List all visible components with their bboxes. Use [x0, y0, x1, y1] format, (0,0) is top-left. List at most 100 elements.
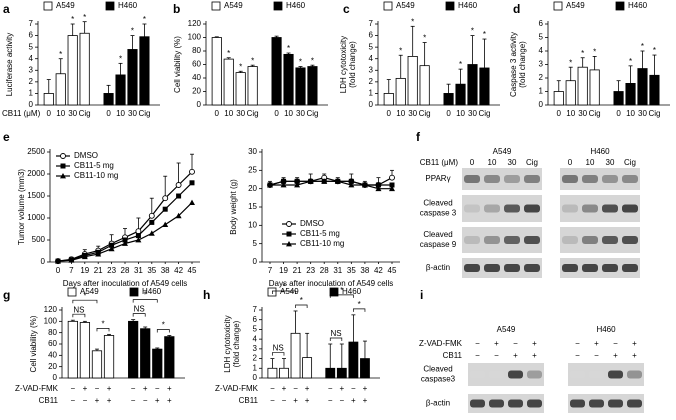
condition-sign: + [632, 339, 637, 348]
x-tick-label: 45 [388, 266, 397, 275]
y-tick-label: 4 [253, 334, 258, 343]
legend-marker [286, 231, 292, 237]
bar [383, 93, 394, 106]
bar [325, 367, 336, 379]
condition-sign: + [513, 351, 518, 360]
band [562, 236, 578, 244]
band [582, 204, 598, 213]
x-tick-label: Cig [79, 109, 91, 118]
panel-letter: d [513, 2, 520, 16]
marker [375, 182, 381, 188]
y-tick-label: 5 [253, 325, 258, 334]
y-tick-label: 2 [369, 77, 374, 86]
x-tick-label: 30 [408, 109, 417, 118]
legend-label: A549 [224, 1, 243, 10]
band [622, 264, 638, 272]
bar [139, 36, 150, 106]
x-tick-label: 0 [106, 109, 111, 118]
y-axis-label: Tumor volume (mm3) [17, 169, 26, 245]
y-tick-label: 1 [539, 87, 544, 96]
x-tick-label: 30 [296, 109, 305, 118]
y-axis-label: LDH cytotoxicity [223, 315, 232, 372]
legend-swatch [615, 1, 625, 11]
marker [176, 193, 182, 199]
x-tick-label: 21 [94, 266, 103, 275]
condition-sign: − [71, 384, 76, 393]
band [504, 236, 520, 244]
band [470, 399, 485, 408]
x-tick-label: 35 [347, 266, 356, 275]
condition-sign: + [613, 351, 618, 360]
bar [115, 74, 126, 106]
marker [189, 199, 195, 205]
y-axis-label: Caspase 3 activity [509, 32, 518, 97]
comparison-bracket [96, 328, 110, 332]
comparison-bracket [132, 313, 146, 317]
y-axis-label: (fold change) [348, 41, 357, 88]
legend-marker [60, 163, 66, 169]
legend-marker [60, 173, 66, 179]
group-label: H460 [596, 325, 616, 334]
significance-mark: * [399, 46, 402, 55]
band [484, 204, 500, 213]
legend-swatch [129, 287, 139, 297]
band [484, 236, 500, 244]
band [504, 204, 520, 213]
bar [152, 348, 163, 379]
band [570, 370, 585, 379]
y-tick-label: 5 [253, 239, 258, 248]
y-tick-label: 2000 [27, 169, 45, 178]
condition-sign: + [282, 384, 287, 393]
significance-mark: * [423, 34, 426, 43]
condition-name: Z-VAD-FMK [419, 339, 463, 348]
panel-letter: c [343, 2, 350, 16]
y-tick-label: 60 [192, 60, 201, 69]
legend-marker [60, 153, 66, 159]
x-tick-label: 0 [215, 109, 220, 118]
condition-sign: − [494, 351, 499, 360]
bar [279, 367, 289, 379]
y-tick-label: 0 [197, 100, 202, 109]
y-tick-label: 30 [248, 147, 257, 156]
legend-label: DMSO [74, 151, 98, 160]
band [524, 264, 540, 272]
marker [389, 185, 395, 192]
x-tick-label: Cig [247, 109, 259, 118]
y-tick-label: 20 [192, 87, 201, 96]
comparison-bracket [72, 313, 86, 318]
bar [613, 91, 624, 106]
comparison-bracket [353, 308, 366, 312]
comparison-bracket [329, 337, 343, 341]
y-tick-label: 3 [369, 65, 374, 74]
bar [307, 66, 318, 106]
legend-marker [286, 241, 292, 247]
band [464, 264, 480, 272]
x-tick-label: Cig [478, 109, 490, 118]
y-tick-label: 1500 [27, 191, 45, 200]
bar [67, 35, 78, 106]
condition-sign: − [143, 396, 148, 405]
band [562, 264, 578, 272]
marker [267, 182, 273, 188]
y-tick-label: 6 [369, 31, 374, 40]
bar [235, 72, 246, 106]
bar [407, 56, 418, 106]
bar [455, 83, 466, 106]
panel-letter: g [3, 288, 10, 302]
condition-sign: + [155, 396, 160, 405]
comparison-bracket [132, 299, 158, 303]
marker [389, 174, 395, 181]
band [508, 370, 523, 379]
comparison-label: * [300, 296, 303, 305]
x-tick-label: 30 [236, 109, 245, 118]
condition-sign: + [363, 384, 368, 393]
marker [135, 233, 141, 239]
condition-name: Z-VAD-FMK [15, 384, 59, 393]
legend-label: A549 [566, 1, 585, 10]
y-tick-label: 20 [48, 362, 57, 371]
marker [148, 230, 155, 236]
y-tick-label: 1 [369, 89, 374, 98]
y-tick-label: 0 [41, 257, 46, 266]
significance-mark: * [569, 58, 572, 67]
marker [81, 253, 88, 260]
